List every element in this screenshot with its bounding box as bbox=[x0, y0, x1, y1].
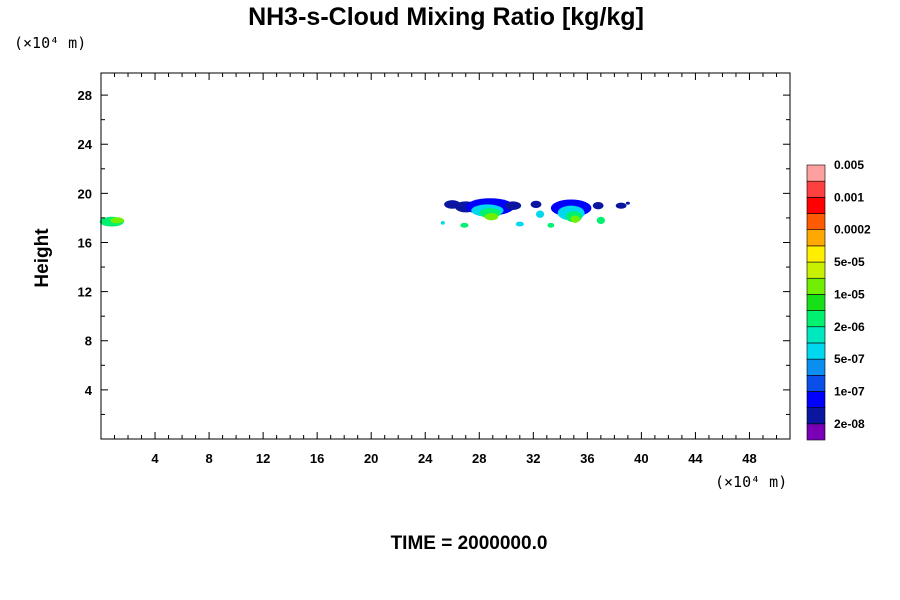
cloud-patch bbox=[530, 200, 542, 209]
y-tick-label: 24 bbox=[78, 137, 93, 152]
colorbar-swatch bbox=[806, 197, 826, 214]
x-unit-label: (×10⁴ m) bbox=[715, 473, 787, 491]
x-tick-label: 40 bbox=[634, 451, 648, 466]
x-tick-label: 12 bbox=[256, 451, 270, 466]
cloud-field bbox=[99, 198, 630, 228]
cloud-patch bbox=[536, 210, 545, 218]
colorbar-swatch bbox=[806, 294, 826, 311]
colorbar-swatch bbox=[806, 358, 826, 376]
cloud-patch bbox=[110, 217, 124, 224]
colorbar-swatch bbox=[806, 245, 826, 263]
x-tick-label: 24 bbox=[418, 451, 433, 466]
y-tick-label: 20 bbox=[78, 186, 92, 201]
x-tick-label: 4 bbox=[151, 451, 159, 466]
x-axis: 4 8 12 16 20 24 28 32 36 40 44 48 bbox=[114, 73, 777, 466]
y-unit-label: (×10⁴ m) bbox=[14, 34, 86, 52]
y-tick-label: 16 bbox=[78, 235, 92, 250]
x-tick-label: 8 bbox=[205, 451, 212, 466]
colorbar-label: 0.005 bbox=[834, 158, 864, 172]
x-tick-label: 28 bbox=[472, 451, 486, 466]
cloud-patch bbox=[504, 201, 522, 210]
cloud-patch bbox=[460, 222, 469, 228]
y-tick-label: 4 bbox=[85, 383, 93, 398]
cloud-patch bbox=[596, 216, 605, 225]
cloud-patch bbox=[440, 220, 445, 225]
y-tick-label: 28 bbox=[78, 88, 92, 103]
plot-frame bbox=[100, 72, 791, 440]
colorbar-swatch bbox=[806, 261, 826, 279]
colorbar-swatch bbox=[806, 277, 826, 295]
x-tick-label: 16 bbox=[310, 451, 324, 466]
chart-title: NH3-s-Cloud Mixing Ratio [kg/kg] bbox=[248, 3, 644, 31]
x-tick-label: 32 bbox=[526, 451, 540, 466]
cloud-patch bbox=[547, 222, 555, 228]
x-tick-label: 20 bbox=[364, 451, 378, 466]
colorbar-label: 1e-05 bbox=[834, 287, 865, 301]
time-label: TIME = 2000000.0 bbox=[391, 533, 548, 554]
colorbar-label: 0.0002 bbox=[834, 223, 871, 237]
cloud-patch bbox=[570, 215, 580, 223]
x-tick-label: 36 bbox=[580, 451, 594, 466]
y-tick-label: 8 bbox=[85, 334, 92, 349]
colorbar-label: 0.001 bbox=[834, 190, 864, 204]
colorbar-label: 5e-05 bbox=[834, 255, 865, 269]
colorbar-swatch bbox=[806, 229, 826, 247]
cloud-patch bbox=[625, 201, 630, 205]
colorbar-swatch bbox=[806, 407, 826, 425]
colorbar-label: 2e-06 bbox=[834, 320, 865, 334]
colorbar-swatch bbox=[806, 213, 826, 231]
colorbar-swatch bbox=[806, 180, 826, 198]
x-tick-label: 44 bbox=[688, 451, 703, 466]
y-axis-label: Height bbox=[32, 228, 53, 288]
colorbar-swatch bbox=[806, 326, 826, 344]
colorbar-swatch bbox=[806, 374, 826, 392]
colorbar: 2e-08 1e-07 5e-07 2e-06 1e-05 5e-05 0.0002 0.00… bbox=[806, 158, 871, 441]
colorbar-swatch bbox=[806, 423, 826, 441]
colorbar-swatch bbox=[806, 342, 826, 360]
cloud-patch bbox=[592, 201, 604, 210]
colorbar-swatch bbox=[806, 310, 826, 328]
colorbar-label: 5e-07 bbox=[834, 352, 865, 366]
y-axis: 4 8 12 16 20 24 28 bbox=[78, 88, 790, 415]
cloud-patch bbox=[515, 221, 524, 227]
cloud-patch bbox=[615, 202, 627, 209]
colorbar-label: 2e-08 bbox=[834, 417, 865, 431]
y-tick-label: 12 bbox=[78, 285, 92, 300]
x-tick-label: 48 bbox=[742, 451, 756, 466]
colorbar-swatch bbox=[806, 164, 826, 182]
colorbar-label: 1e-07 bbox=[834, 384, 865, 398]
colorbar-swatch bbox=[806, 391, 826, 408]
cloud-patch bbox=[484, 213, 499, 221]
